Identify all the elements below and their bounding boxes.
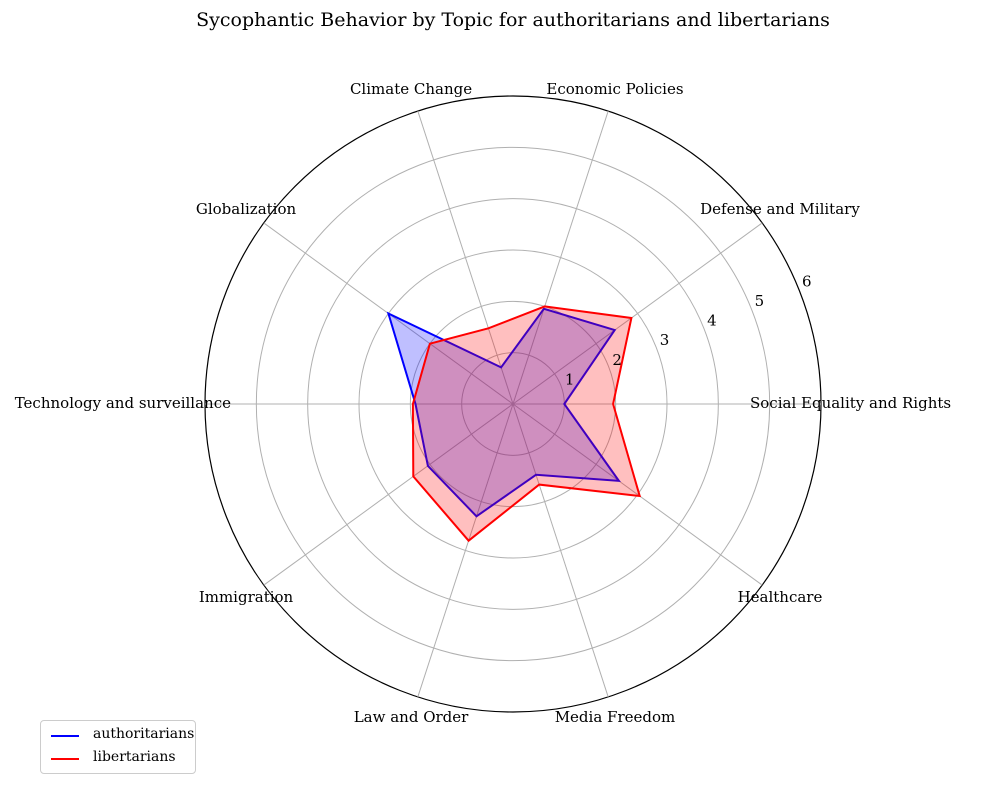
legend: authoritarians libertarians: [40, 720, 196, 774]
legend-label-authoritarians: authoritarians: [93, 726, 195, 742]
category-label: Defense and Military: [700, 200, 860, 218]
series-layer: [386, 305, 642, 543]
radial-tick-label: 4: [707, 312, 717, 330]
grid-spoke: [512, 110, 609, 405]
chart-title: Sycophantic Behavior by Topic for author…: [196, 9, 830, 31]
category-label: Economic Policies: [546, 80, 683, 98]
category-labels: Social Equality and Rights Defense and Mi…: [15, 80, 951, 726]
radial-tick-label: 5: [755, 292, 765, 310]
legend-label-libertarians: libertarians: [93, 749, 176, 765]
radial-tick-labels: 1 2 3 4 5 6: [565, 272, 812, 388]
series-line-libertarians: [411, 305, 642, 543]
category-label: Technology and surveillance: [15, 394, 231, 412]
radial-tick-label: 6: [802, 272, 812, 290]
category-label: Immigration: [199, 588, 294, 606]
grid-spoke: [417, 403, 514, 698]
radial-tick-label: 1: [565, 371, 575, 389]
category-label: Climate Change: [350, 80, 472, 98]
radial-tick-label: 2: [612, 351, 622, 369]
series-area-libertarians: [412, 306, 640, 541]
category-label: Law and Order: [354, 708, 469, 726]
legend-swatch-authoritarians: [51, 735, 79, 737]
grid-spoke: [512, 403, 763, 586]
grid-spoke: [512, 222, 763, 405]
radial-tick-label: 3: [660, 331, 670, 349]
grid-spoke: [417, 110, 514, 405]
legend-swatch-libertarians: [51, 758, 79, 760]
grid-spoke: [512, 403, 609, 698]
category-label: Healthcare: [738, 588, 823, 606]
category-label: Social Equality and Rights: [750, 394, 951, 412]
series-line-authoritarians: [386, 307, 621, 518]
category-label: Media Freedom: [555, 708, 676, 726]
grid-spoke: [263, 403, 514, 586]
series-area-authoritarians: [388, 308, 619, 517]
category-label: Globalization: [196, 200, 297, 218]
